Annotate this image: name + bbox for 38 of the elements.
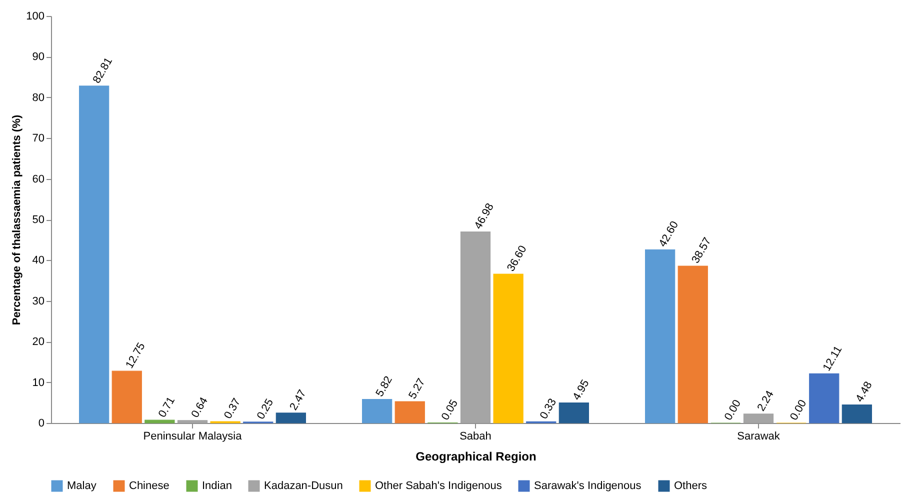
y-tick-label: 40 bbox=[32, 254, 44, 267]
x-tick-label: Sarawak bbox=[737, 430, 780, 442]
y-tick-label: 50 bbox=[32, 214, 44, 226]
legend-label: Sarawak's Indigenous bbox=[534, 480, 642, 492]
bar bbox=[493, 274, 524, 424]
legend-label: Kadazan-Dusun bbox=[264, 480, 343, 492]
bar bbox=[743, 414, 774, 424]
y-axis-title: Percentage of thalassaemia patients (%) bbox=[11, 114, 24, 326]
bar bbox=[79, 86, 110, 424]
y-tick-label: 70 bbox=[32, 132, 44, 145]
bar bbox=[144, 420, 175, 424]
bar bbox=[276, 412, 306, 424]
bar bbox=[558, 402, 589, 424]
y-tick-label: 80 bbox=[32, 92, 44, 104]
bar bbox=[394, 401, 425, 424]
y-tick-label: 10 bbox=[32, 376, 44, 389]
bar bbox=[362, 399, 392, 424]
bar bbox=[645, 249, 676, 424]
bar bbox=[842, 404, 872, 424]
legend-label: Chinese bbox=[129, 480, 170, 492]
y-tick-label: 30 bbox=[32, 295, 44, 308]
y-tick-label: 0 bbox=[38, 418, 44, 430]
x-tick-label: Sabah bbox=[460, 430, 492, 442]
y-tick-label: 20 bbox=[32, 336, 44, 348]
bar bbox=[460, 231, 491, 424]
legend-label: Malay bbox=[67, 480, 97, 492]
legend-label: Other Sabah's Indigenous bbox=[375, 480, 502, 492]
bar bbox=[678, 266, 708, 424]
legend-label: Indian bbox=[202, 480, 232, 492]
bar bbox=[809, 373, 840, 424]
y-tick-label: 90 bbox=[32, 51, 44, 64]
y-tick-label: 100 bbox=[26, 10, 44, 22]
bar bbox=[112, 370, 142, 424]
y-tick-label: 60 bbox=[32, 173, 44, 186]
bar bbox=[177, 420, 208, 424]
x-axis-title: Geographical Region bbox=[416, 450, 536, 464]
legend-label: Others bbox=[674, 480, 708, 492]
x-tick-label: Peninsular Malaysia bbox=[143, 430, 243, 442]
